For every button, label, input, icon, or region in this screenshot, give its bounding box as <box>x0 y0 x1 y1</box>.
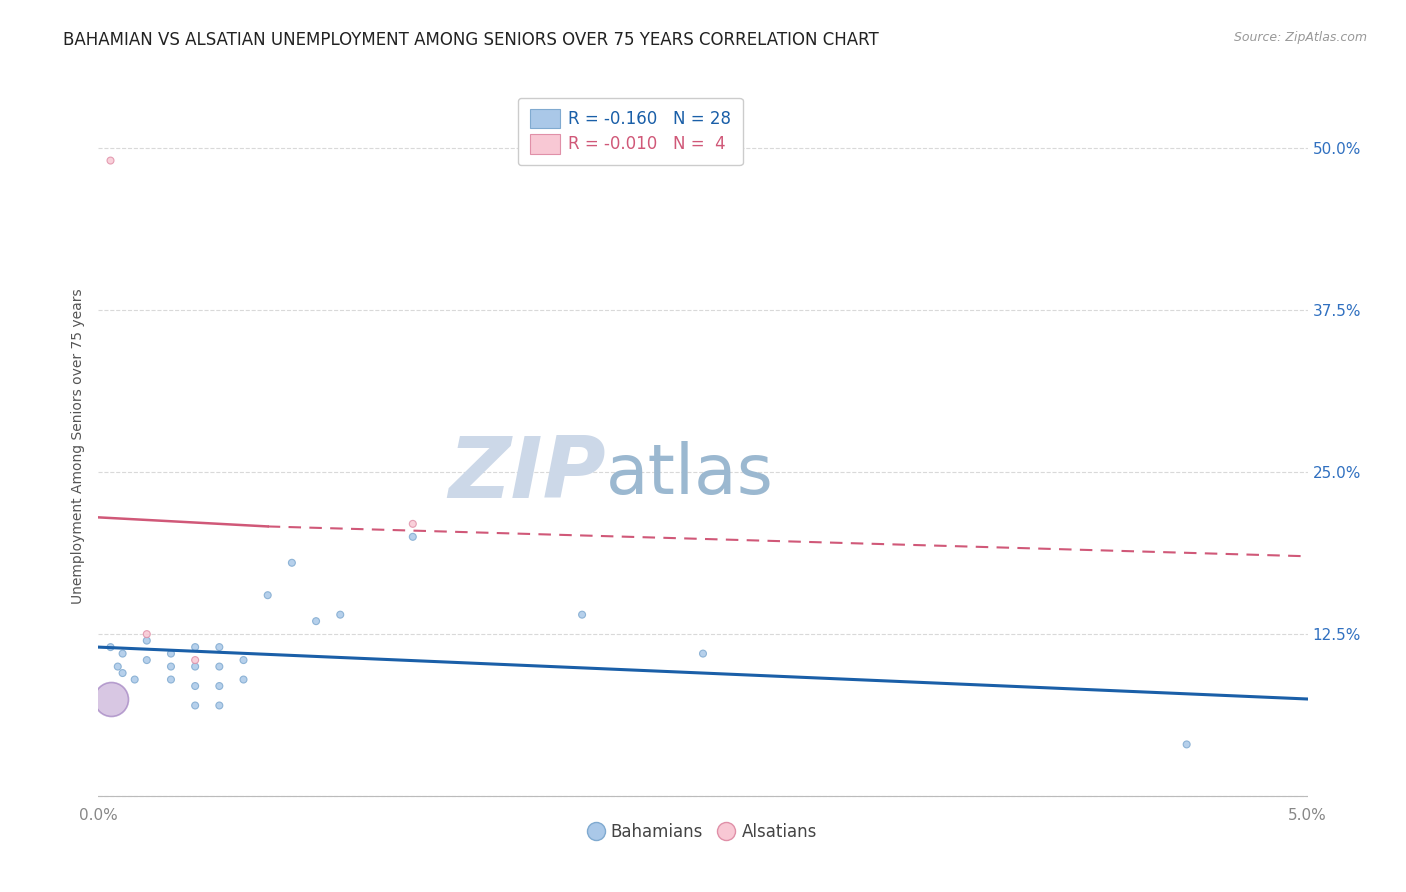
Point <box>208 659 231 673</box>
Point <box>135 633 157 648</box>
Point <box>160 673 183 687</box>
Point <box>402 530 425 544</box>
Point <box>402 516 425 531</box>
Point <box>281 556 304 570</box>
Y-axis label: Unemployment Among Seniors over 75 years: Unemployment Among Seniors over 75 years <box>72 288 86 604</box>
Point <box>256 588 278 602</box>
Point <box>1175 738 1198 752</box>
Point <box>232 673 254 687</box>
Point <box>160 659 183 673</box>
Text: BAHAMIAN VS ALSATIAN UNEMPLOYMENT AMONG SENIORS OVER 75 YEARS CORRELATION CHART: BAHAMIAN VS ALSATIAN UNEMPLOYMENT AMONG … <box>63 31 879 49</box>
Point <box>329 607 352 622</box>
Point <box>184 640 207 654</box>
Point <box>184 679 207 693</box>
Point <box>232 653 254 667</box>
Point <box>124 673 146 687</box>
Point <box>100 692 122 706</box>
Point <box>100 640 122 654</box>
Point <box>305 614 328 628</box>
Text: ZIP: ZIP <box>449 433 606 516</box>
Point <box>135 653 157 667</box>
Point <box>135 627 157 641</box>
Point <box>100 153 122 168</box>
Point <box>111 666 134 681</box>
Point <box>208 698 231 713</box>
Legend: Bahamians, Alsatians: Bahamians, Alsatians <box>582 817 824 848</box>
Point <box>184 698 207 713</box>
Point <box>571 607 593 622</box>
Point <box>184 653 207 667</box>
Point <box>111 647 134 661</box>
Point <box>107 659 129 673</box>
Text: Source: ZipAtlas.com: Source: ZipAtlas.com <box>1233 31 1367 45</box>
Point <box>184 659 207 673</box>
Point <box>160 647 183 661</box>
Point <box>208 679 231 693</box>
Text: atlas: atlas <box>606 441 775 508</box>
Point <box>692 647 714 661</box>
Point <box>208 640 231 654</box>
